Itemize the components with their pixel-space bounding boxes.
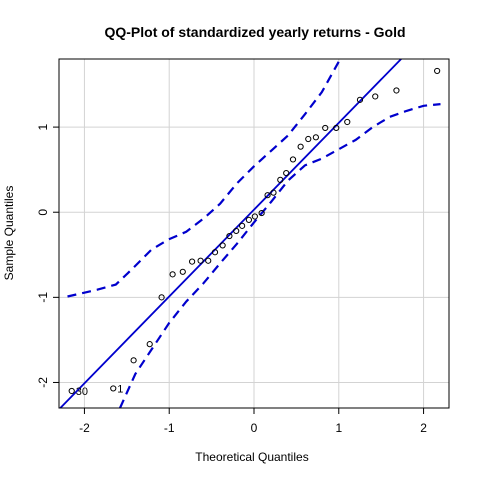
data-point bbox=[305, 135, 312, 143]
data-point bbox=[270, 189, 277, 196]
data-point bbox=[146, 341, 153, 348]
y-tick-label: 0 bbox=[36, 209, 50, 216]
data-point bbox=[205, 257, 212, 264]
y-tick-label: -1 bbox=[36, 292, 50, 303]
reference-line-group bbox=[59, 59, 403, 408]
y-axis: -2 -1 0 1 bbox=[36, 123, 59, 388]
data-point bbox=[110, 385, 117, 392]
data-point bbox=[239, 222, 246, 229]
data-point bbox=[251, 213, 258, 220]
data-point bbox=[233, 227, 240, 235]
data-point bbox=[158, 294, 165, 301]
data-point bbox=[211, 249, 219, 256]
data-point bbox=[322, 124, 329, 132]
data-point bbox=[283, 169, 290, 177]
data-points: 30 1 bbox=[68, 67, 441, 398]
confidence-band bbox=[67, 61, 441, 408]
x-tick-label: -2 bbox=[79, 421, 90, 435]
y-axis-label: Sample Quantiles bbox=[2, 186, 16, 281]
data-point bbox=[219, 242, 226, 249]
data-point bbox=[264, 192, 271, 199]
data-point bbox=[197, 257, 204, 264]
reference-line bbox=[59, 59, 403, 408]
x-tick-label: 0 bbox=[251, 421, 258, 435]
data-point bbox=[245, 216, 253, 223]
x-tick-label: 1 bbox=[335, 421, 342, 435]
data-point bbox=[277, 176, 284, 183]
confidence-band-upper bbox=[67, 61, 340, 298]
y-tick-label: 1 bbox=[36, 123, 50, 130]
data-point bbox=[189, 258, 196, 265]
data-point bbox=[297, 143, 304, 150]
grid-lines bbox=[59, 59, 449, 408]
data-point bbox=[169, 271, 176, 278]
data-point bbox=[333, 124, 340, 132]
x-axis: -2 -1 0 1 2 bbox=[79, 408, 427, 435]
point-label: 30 bbox=[76, 386, 88, 398]
data-point bbox=[372, 93, 379, 100]
x-tick-label: 2 bbox=[420, 421, 427, 435]
point-label: 1 bbox=[117, 383, 123, 395]
data-point bbox=[289, 156, 297, 163]
confidence-band-lower bbox=[118, 103, 441, 408]
x-tick-label: -1 bbox=[164, 421, 175, 435]
data-point bbox=[226, 232, 233, 240]
data-point bbox=[434, 67, 441, 75]
data-point bbox=[344, 118, 351, 126]
data-point bbox=[130, 357, 137, 364]
y-tick-label: -2 bbox=[36, 377, 50, 388]
data-point bbox=[393, 87, 400, 94]
data-point bbox=[68, 387, 75, 395]
data-point bbox=[312, 134, 319, 141]
x-axis-label: Theoretical Quantiles bbox=[195, 450, 308, 464]
data-point bbox=[356, 96, 364, 103]
data-point bbox=[179, 268, 186, 275]
chart-title: QQ-Plot of standardized yearly returns -… bbox=[104, 24, 405, 40]
data-point bbox=[258, 209, 265, 217]
